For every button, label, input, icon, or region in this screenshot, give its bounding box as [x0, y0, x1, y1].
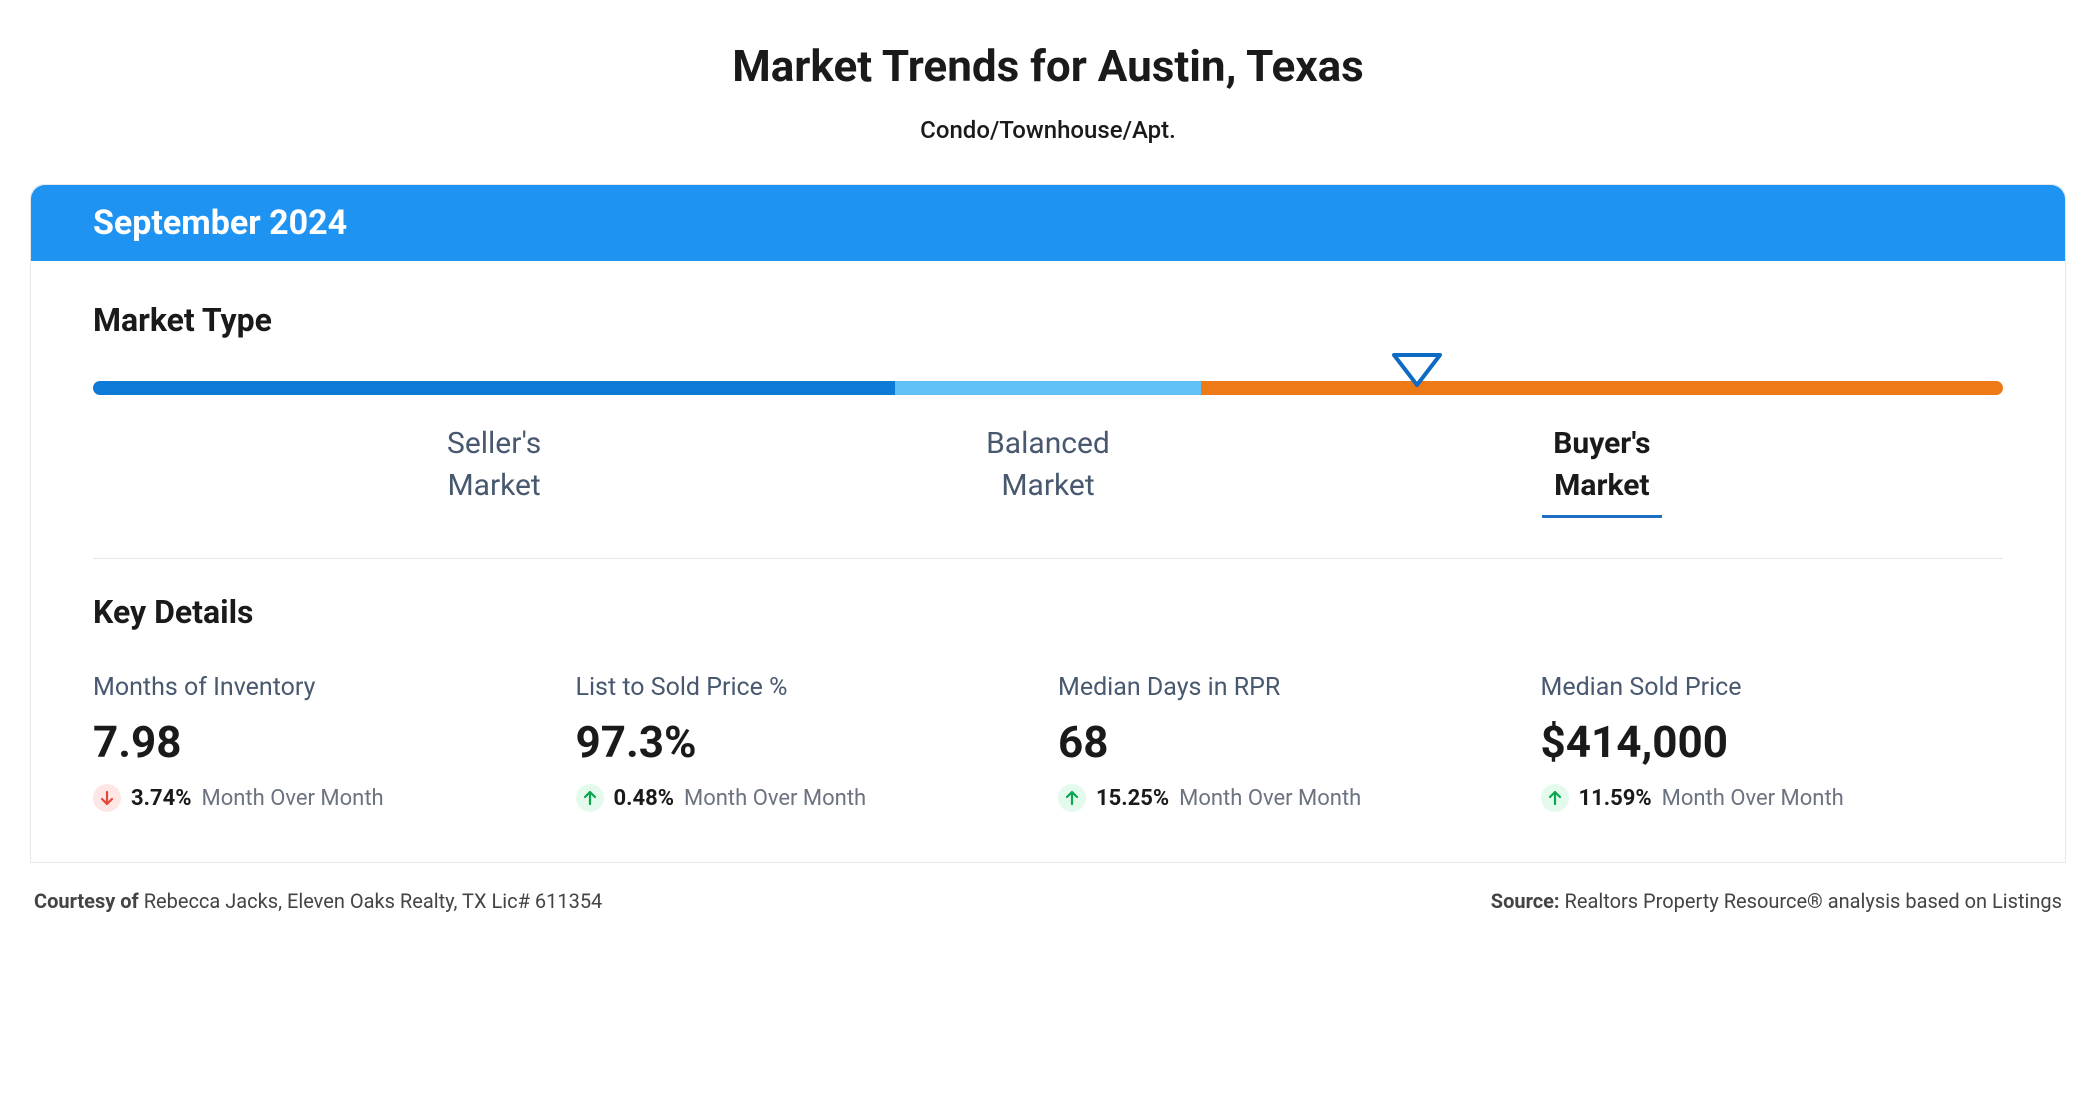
gauge-label-line2: Market — [1201, 465, 2003, 507]
period-header: September 2024 — [31, 185, 2065, 261]
gauge-label-line1: Seller's — [93, 423, 895, 465]
metric-change-pct: 15.25% — [1096, 786, 1169, 811]
metric-label: Median Sold Price — [1541, 673, 2004, 702]
metrics-row: Months of Inventory 7.98 3.74% Month Over M… — [93, 673, 2003, 812]
source-text: Source: Realtors Property Resource® anal… — [1491, 889, 2062, 913]
arrow-up-icon — [576, 784, 604, 812]
metric-value: 7.98 — [93, 716, 556, 768]
source-value: Realtors Property Resource® analysis bas… — [1565, 889, 2062, 913]
courtesy-value: Rebecca Jacks, Eleven Oaks Realty, TX Li… — [144, 889, 603, 913]
market-type-title: Market Type — [93, 301, 2003, 339]
metric-change-pct: 0.48% — [614, 786, 675, 811]
market-trends-card: September 2024 Market Type Seller'sMarke… — [30, 184, 2066, 863]
metric-value: $414,000 — [1541, 716, 2004, 768]
courtesy-text: Courtesy of Rebecca Jacks, Eleven Oaks R… — [34, 889, 602, 913]
metric-change-pct: 3.74% — [131, 786, 192, 811]
gauge-label-line2: Market — [895, 465, 1201, 507]
key-details-title: Key Details — [93, 593, 2003, 631]
metric: List to Sold Price % 97.3% 0.48% Month Over… — [576, 673, 1039, 812]
gauge-label: BalancedMarket — [895, 423, 1201, 518]
metric-change: 0.48% Month Over Month — [576, 784, 1039, 812]
metric-change: 3.74% Month Over Month — [93, 784, 556, 812]
divider — [93, 558, 2003, 559]
footer: Courtesy of Rebecca Jacks, Eleven Oaks R… — [30, 889, 2066, 913]
metric-value: 97.3% — [576, 716, 1039, 768]
metric-change: 11.59% Month Over Month — [1541, 784, 2004, 812]
page-title: Market Trends for Austin, Texas — [30, 40, 2066, 92]
page-subtitle: Condo/Townhouse/Apt. — [30, 116, 2066, 144]
metric-change-period: Month Over Month — [202, 786, 384, 811]
gauge-segment — [93, 381, 895, 395]
gauge-label-line1: Buyer's — [1201, 423, 2003, 465]
metric-change-period: Month Over Month — [684, 786, 866, 811]
metric: Months of Inventory 7.98 3.74% Month Over M… — [93, 673, 556, 812]
metric: Median Sold Price $414,000 11.59% Month Ove… — [1541, 673, 2004, 812]
metric: Median Days in RPR 68 15.25% Month Over Mon… — [1058, 673, 1521, 812]
source-label: Source: — [1491, 889, 1560, 913]
gauge-segment — [895, 381, 1201, 395]
metric-change: 15.25% Month Over Month — [1058, 784, 1521, 812]
gauge-label: Seller'sMarket — [93, 423, 895, 518]
metric-change-period: Month Over Month — [1179, 786, 1361, 811]
gauge-label-underline — [1542, 515, 1662, 518]
metric-value: 68 — [1058, 716, 1521, 768]
metric-label: Median Days in RPR — [1058, 673, 1521, 702]
arrow-up-icon — [1541, 784, 1569, 812]
metric-change-period: Month Over Month — [1662, 786, 1844, 811]
metric-label: Months of Inventory — [93, 673, 556, 702]
gauge-label: Buyer'sMarket — [1201, 423, 2003, 518]
gauge-labels: Seller'sMarketBalancedMarketBuyer'sMarke… — [93, 423, 2003, 518]
arrow-up-icon — [1058, 784, 1086, 812]
gauge-label-line1: Balanced — [895, 423, 1201, 465]
metric-change-pct: 11.59% — [1579, 786, 1652, 811]
gauge-segment — [1201, 381, 2003, 395]
arrow-down-icon — [93, 784, 121, 812]
market-type-gauge: Seller'sMarketBalancedMarketBuyer'sMarke… — [93, 381, 2003, 518]
card-body: Market Type Seller'sMarketBalancedMarket… — [31, 261, 2065, 862]
metric-label: List to Sold Price % — [576, 673, 1039, 702]
gauge-label-line2: Market — [93, 465, 895, 507]
courtesy-label: Courtesy of — [34, 889, 139, 913]
gauge-bar — [93, 381, 2003, 395]
